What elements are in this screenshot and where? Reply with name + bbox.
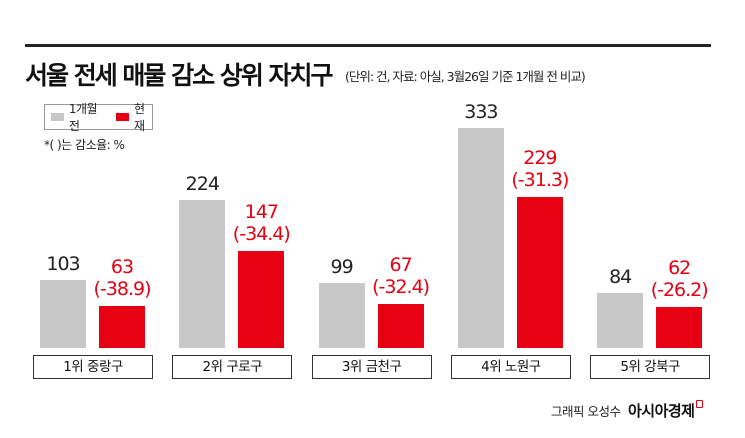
bar-now (656, 307, 703, 348)
rate-label-now: (-38.9) (93, 278, 152, 301)
rate-note: *( )는 감소율: % (44, 138, 125, 152)
bar-prev (40, 279, 86, 348)
value-label-prev: 99 (330, 255, 354, 278)
chart-title: 서울 전세 매물 감소 상위 자치구 (25, 61, 334, 90)
category-label: 2위 구로구 (172, 355, 293, 379)
credit-author: 그래픽 오성수 (551, 404, 621, 419)
value-label-now: 62 (668, 257, 691, 280)
value-label-prev: 224 (185, 173, 220, 195)
value-label-prev: 84 (609, 265, 632, 288)
legend-swatch-prev (51, 113, 64, 121)
bar-prev (179, 200, 226, 348)
bar-now (516, 196, 563, 348)
rate-label-now: (-32.4) (372, 275, 430, 298)
bar-now (377, 303, 424, 348)
rate-label-now: (-31.3) (511, 168, 569, 191)
top-rule (25, 44, 711, 47)
legend-label-prev: 1개월전 (68, 102, 98, 133)
legend: 1개월전 현재 (44, 102, 153, 133)
value-label-now: 147 (244, 200, 279, 223)
legend-swatch-now (116, 113, 129, 121)
brand-logo: 아시아경제 (627, 402, 695, 420)
category-label: 3위 금천구 (311, 355, 432, 379)
category-label: 1위 중랑구 (33, 355, 153, 379)
category-label: 4위 노원구 (450, 355, 571, 379)
brand-mark-icon (696, 400, 704, 408)
value-label-prev: 333 (464, 101, 498, 123)
value-label-now: 63 (110, 256, 134, 279)
value-label-prev: 103 (46, 252, 80, 275)
bar-prev (457, 128, 504, 348)
value-label-now: 67 (389, 253, 413, 276)
category-label: 5위 강북구 (590, 355, 711, 379)
rate-label-now: (-26.2) (650, 279, 709, 302)
bar-now (99, 306, 145, 348)
value-label-now: 229 (523, 146, 557, 169)
chart-subtitle: (단위: 건, 자료: 아실, 3월26일 기준 1개월 전 비교) (345, 69, 586, 84)
legend-label-now: 현재 (133, 102, 145, 133)
credit: 그래픽 오성수 아시아경제 (551, 400, 704, 421)
bar-prev (318, 282, 365, 348)
bar-now (238, 250, 285, 348)
rate-label-now: (-34.4) (232, 222, 291, 245)
bar-prev (597, 292, 644, 348)
